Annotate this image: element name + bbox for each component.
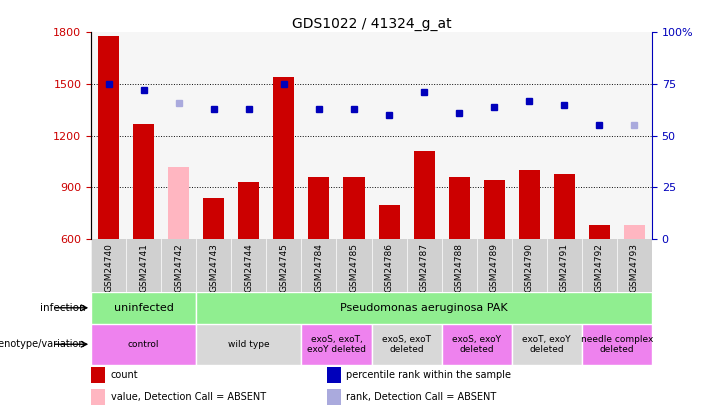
Bar bbox=[442, 239, 477, 292]
Bar bbox=[547, 239, 582, 292]
Bar bbox=[617, 239, 652, 292]
Text: exoS, exoT
deleted: exoS, exoT deleted bbox=[382, 335, 431, 354]
Text: GSM24784: GSM24784 bbox=[315, 243, 323, 292]
Bar bbox=[327, 389, 341, 405]
Bar bbox=[442, 324, 512, 364]
Bar bbox=[91, 292, 196, 324]
Bar bbox=[547, 32, 582, 239]
Bar bbox=[617, 32, 652, 239]
Text: GSM24745: GSM24745 bbox=[280, 243, 288, 292]
Bar bbox=[203, 198, 224, 239]
Bar bbox=[266, 32, 301, 239]
Text: GSM24789: GSM24789 bbox=[490, 243, 498, 292]
Text: rank, Detection Call = ABSENT: rank, Detection Call = ABSENT bbox=[346, 392, 496, 402]
Text: exoS, exoY
deleted: exoS, exoY deleted bbox=[452, 335, 501, 354]
Text: uninfected: uninfected bbox=[114, 303, 174, 313]
Bar bbox=[449, 177, 470, 239]
Bar bbox=[196, 32, 231, 239]
Text: GSM24741: GSM24741 bbox=[139, 243, 148, 292]
Bar bbox=[336, 239, 372, 292]
Bar bbox=[372, 324, 442, 364]
Text: GSM24790: GSM24790 bbox=[525, 243, 533, 292]
Bar bbox=[589, 225, 610, 239]
Bar bbox=[91, 32, 126, 239]
Bar bbox=[372, 32, 407, 239]
Bar bbox=[308, 177, 329, 239]
Bar bbox=[582, 32, 617, 239]
Bar bbox=[168, 167, 189, 239]
Text: GSM24793: GSM24793 bbox=[630, 243, 639, 292]
Bar bbox=[484, 181, 505, 239]
Bar bbox=[343, 177, 365, 239]
Bar bbox=[407, 32, 442, 239]
Text: value, Detection Call = ABSENT: value, Detection Call = ABSENT bbox=[111, 392, 266, 402]
Bar bbox=[98, 36, 119, 239]
Bar bbox=[266, 239, 301, 292]
Text: infection: infection bbox=[40, 303, 86, 313]
Bar bbox=[372, 239, 407, 292]
Bar bbox=[91, 367, 105, 383]
Bar bbox=[477, 32, 512, 239]
Bar bbox=[624, 225, 645, 239]
Text: GSM24743: GSM24743 bbox=[210, 243, 218, 292]
Bar bbox=[301, 324, 372, 364]
Bar bbox=[196, 324, 301, 364]
Text: Pseudomonas aeruginosa PAK: Pseudomonas aeruginosa PAK bbox=[340, 303, 508, 313]
Bar bbox=[196, 239, 231, 292]
Bar bbox=[91, 324, 196, 364]
Bar bbox=[442, 32, 477, 239]
Text: control: control bbox=[128, 340, 159, 349]
Bar bbox=[327, 367, 341, 383]
Bar bbox=[582, 239, 617, 292]
Bar bbox=[554, 173, 575, 239]
Text: needle complex
deleted: needle complex deleted bbox=[580, 335, 653, 354]
Bar bbox=[512, 324, 582, 364]
Text: GSM24788: GSM24788 bbox=[455, 243, 463, 292]
Text: GSM24787: GSM24787 bbox=[420, 243, 428, 292]
Bar bbox=[161, 239, 196, 292]
Title: GDS1022 / 41324_g_at: GDS1022 / 41324_g_at bbox=[292, 17, 451, 31]
Bar bbox=[161, 32, 196, 239]
Bar bbox=[519, 170, 540, 239]
Bar bbox=[126, 32, 161, 239]
Bar bbox=[231, 32, 266, 239]
Text: GSM24740: GSM24740 bbox=[104, 243, 113, 292]
Bar bbox=[407, 239, 442, 292]
Bar bbox=[238, 182, 259, 239]
Text: count: count bbox=[111, 370, 138, 379]
Bar bbox=[582, 324, 652, 364]
Bar bbox=[301, 239, 336, 292]
Bar bbox=[133, 124, 154, 239]
Text: percentile rank within the sample: percentile rank within the sample bbox=[346, 370, 511, 379]
Bar bbox=[301, 32, 336, 239]
Bar bbox=[336, 32, 372, 239]
Bar bbox=[126, 239, 161, 292]
Bar bbox=[512, 239, 547, 292]
Bar bbox=[273, 77, 294, 239]
Bar bbox=[379, 205, 400, 239]
Bar bbox=[477, 239, 512, 292]
Text: GSM24744: GSM24744 bbox=[245, 243, 253, 292]
Text: GSM24791: GSM24791 bbox=[560, 243, 569, 292]
Text: exoS, exoT,
exoY deleted: exoS, exoT, exoY deleted bbox=[307, 335, 366, 354]
Text: GSM24786: GSM24786 bbox=[385, 243, 393, 292]
Text: GSM24785: GSM24785 bbox=[350, 243, 358, 292]
Bar bbox=[231, 239, 266, 292]
Bar bbox=[196, 292, 652, 324]
Text: GSM24742: GSM24742 bbox=[175, 243, 183, 292]
Bar bbox=[414, 151, 435, 239]
Text: GSM24792: GSM24792 bbox=[595, 243, 604, 292]
Text: exoT, exoY
deleted: exoT, exoY deleted bbox=[522, 335, 571, 354]
Bar bbox=[91, 239, 126, 292]
Bar bbox=[512, 32, 547, 239]
Text: wild type: wild type bbox=[228, 340, 270, 349]
Bar bbox=[91, 389, 105, 405]
Text: genotype/variation: genotype/variation bbox=[0, 339, 86, 349]
